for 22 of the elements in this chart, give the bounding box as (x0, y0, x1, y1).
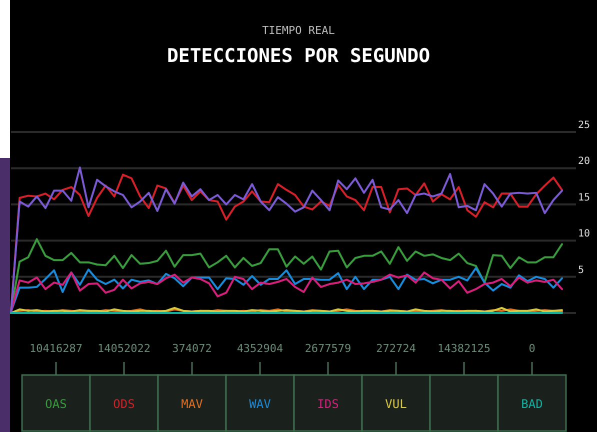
text: 14382125 (438, 342, 490, 355)
text: ODS (113, 397, 135, 411)
text: 10416287 (30, 342, 82, 355)
text: MAV (181, 397, 203, 411)
y-tick-label: 20 (578, 156, 590, 168)
chart-subtitle: TIEMPO REAL (262, 24, 336, 37)
text: BAD (521, 397, 543, 411)
chart-title: DETECCIONES POR SEGUNDO (166, 45, 430, 67)
y-tick-label: 25 (578, 120, 590, 131)
text: OAS (45, 397, 67, 411)
y-tick-label: 10 (578, 228, 590, 240)
text: 272724 (376, 342, 416, 355)
text: 4352904 (236, 342, 284, 355)
y-tick-label: 15 (578, 192, 590, 204)
y-tick-label: 5 (578, 264, 584, 276)
text: 2677579 (304, 342, 352, 355)
text: 14052022 (98, 342, 150, 355)
text: 0 (528, 342, 536, 355)
text: 374072 (172, 342, 212, 355)
text: WAV (249, 397, 271, 411)
text: VUL (385, 397, 407, 411)
text: IDS (317, 397, 339, 411)
